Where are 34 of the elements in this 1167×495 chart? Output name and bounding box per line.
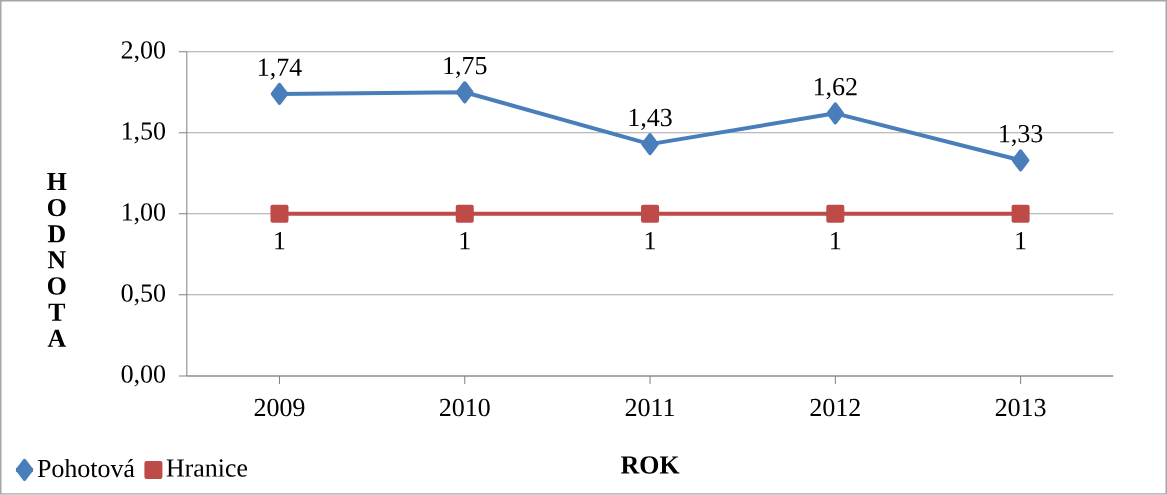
data-label: 1 xyxy=(831,232,841,250)
point xyxy=(270,83,289,106)
legend-label: Hranice xyxy=(166,459,248,477)
data-label: 1,62 xyxy=(814,78,857,100)
y-tick-label: 0,50 xyxy=(121,284,166,306)
data-label: 1 xyxy=(275,232,285,250)
data-label: 1 xyxy=(645,232,655,250)
y-tick-label: 1,50 xyxy=(122,122,166,144)
x-tick-label: 2011 xyxy=(625,398,674,417)
point xyxy=(270,204,289,223)
y-tick-label: 2,00 xyxy=(121,41,166,63)
point xyxy=(826,102,845,125)
data-label: 1 xyxy=(460,232,470,250)
x-tick-label: 2009 xyxy=(254,398,305,417)
x-tick-label: 2010 xyxy=(439,398,490,417)
data-label: 1,43 xyxy=(629,108,672,131)
legend-label: Pohotová xyxy=(37,459,135,478)
point xyxy=(641,133,659,156)
point xyxy=(826,204,845,223)
point xyxy=(1011,204,1030,223)
x-tick-label: 2013 xyxy=(995,398,1046,417)
data-label: 1 xyxy=(1016,232,1026,250)
point xyxy=(641,204,660,223)
data-label: 1,74 xyxy=(259,58,302,80)
x-axis-title: ROK xyxy=(620,456,680,474)
point xyxy=(1011,149,1030,172)
x-tick-label: 2012 xyxy=(810,398,860,417)
y-tick-label: 1,00 xyxy=(122,203,166,225)
data-label: 1,75 xyxy=(444,57,487,79)
y-tick-label: 0,00 xyxy=(121,365,166,387)
y-axis-title: HODNOTA xyxy=(47,173,67,347)
data-label: 1,33 xyxy=(1000,125,1043,147)
point xyxy=(456,81,474,104)
point xyxy=(455,204,474,223)
